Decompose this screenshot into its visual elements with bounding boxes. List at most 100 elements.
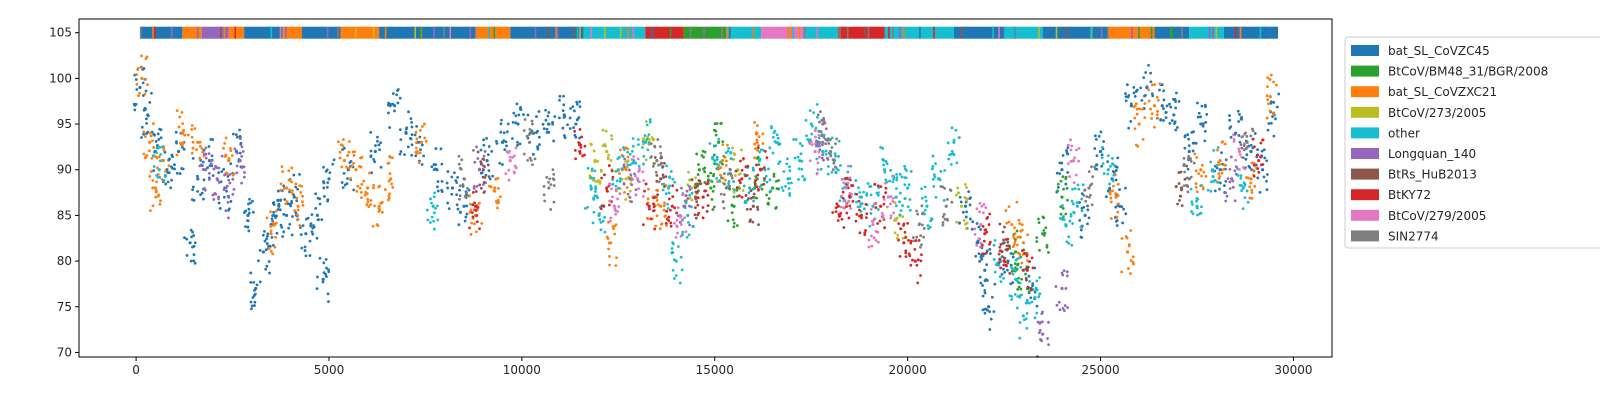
- data-point: [821, 141, 824, 144]
- data-point: [810, 133, 813, 136]
- data-point: [1115, 179, 1118, 182]
- data-point: [1196, 102, 1199, 105]
- data-point: [1031, 301, 1034, 304]
- data-point: [1060, 168, 1063, 171]
- data-point: [326, 186, 329, 189]
- data-point: [236, 152, 239, 155]
- data-point: [360, 191, 363, 194]
- data-point: [884, 179, 887, 182]
- data-point: [1015, 201, 1018, 204]
- data-point: [615, 256, 618, 259]
- data-point: [239, 137, 242, 140]
- data-point: [613, 233, 616, 236]
- data-point: [1267, 122, 1270, 125]
- data-point: [392, 92, 395, 95]
- data-point: [1000, 280, 1003, 283]
- legend-swatch-btrs-hub2013: [1351, 169, 1379, 180]
- data-point: [558, 99, 561, 102]
- data-point: [1020, 278, 1023, 281]
- data-point: [817, 168, 820, 171]
- data-point: [191, 231, 194, 234]
- data-point: [605, 150, 608, 153]
- data-point: [998, 223, 1001, 226]
- data-point: [1124, 187, 1127, 190]
- data-point: [504, 172, 507, 175]
- data-point: [636, 177, 639, 180]
- data-point: [766, 156, 769, 159]
- data-point: [1204, 130, 1207, 133]
- data-point: [1067, 235, 1070, 238]
- data-point: [642, 179, 645, 182]
- data-point: [809, 159, 812, 162]
- data-point: [950, 201, 953, 204]
- band-stripe: [721, 27, 723, 39]
- data-point: [772, 136, 775, 139]
- data-point: [1014, 250, 1017, 253]
- data-point: [478, 227, 481, 230]
- data-point: [731, 211, 734, 214]
- data-point: [272, 211, 275, 214]
- data-point: [378, 205, 381, 208]
- data-point: [322, 278, 325, 281]
- data-point: [1256, 153, 1259, 156]
- data-point: [1025, 302, 1028, 305]
- data-point: [1242, 156, 1245, 159]
- data-point: [574, 122, 577, 125]
- data-point: [642, 163, 645, 166]
- data-point: [422, 154, 425, 157]
- band-stripe: [234, 27, 236, 39]
- data-point: [729, 168, 732, 171]
- data-point: [662, 188, 665, 191]
- data-point: [241, 145, 244, 148]
- data-point: [915, 210, 918, 213]
- data-point: [1259, 191, 1262, 194]
- data-point: [508, 150, 511, 153]
- data-point: [681, 193, 684, 196]
- data-point: [348, 140, 351, 143]
- data-point: [608, 204, 611, 207]
- data-point: [604, 145, 607, 148]
- data-point: [1192, 130, 1195, 133]
- data-point: [1187, 191, 1190, 194]
- data-point: [609, 183, 612, 186]
- data-point: [817, 150, 820, 153]
- data-point: [1186, 177, 1189, 180]
- data-point: [488, 185, 491, 188]
- data-point: [497, 201, 500, 204]
- data-point: [602, 129, 605, 132]
- data-point: [1066, 275, 1069, 278]
- data-point: [1237, 110, 1240, 113]
- data-point: [920, 187, 923, 190]
- data-point: [249, 202, 252, 205]
- data-point: [1100, 165, 1103, 168]
- data-point: [706, 210, 709, 213]
- data-point: [927, 227, 930, 230]
- data-point: [535, 115, 538, 118]
- data-point: [1010, 223, 1013, 226]
- data-point: [697, 173, 700, 176]
- data-point: [547, 181, 550, 184]
- data-point: [1070, 213, 1073, 216]
- data-point: [732, 218, 735, 221]
- data-point: [496, 207, 499, 210]
- data-point: [697, 212, 700, 215]
- data-point: [331, 163, 334, 166]
- data-point: [645, 183, 648, 186]
- data-point: [634, 193, 637, 196]
- data-point: [763, 177, 766, 180]
- data-point: [1138, 122, 1141, 125]
- data-point: [702, 196, 705, 199]
- data-point: [562, 103, 565, 106]
- data-point: [910, 240, 913, 243]
- band-stripe: [753, 27, 755, 39]
- data-point: [745, 194, 748, 197]
- data-point: [884, 171, 887, 174]
- data-point: [1191, 203, 1194, 206]
- data-point: [1159, 118, 1162, 121]
- data-point: [666, 203, 669, 206]
- data-point: [266, 216, 269, 219]
- data-point: [655, 180, 658, 183]
- data-point: [900, 209, 903, 212]
- data-point: [646, 123, 649, 126]
- data-point: [158, 168, 161, 171]
